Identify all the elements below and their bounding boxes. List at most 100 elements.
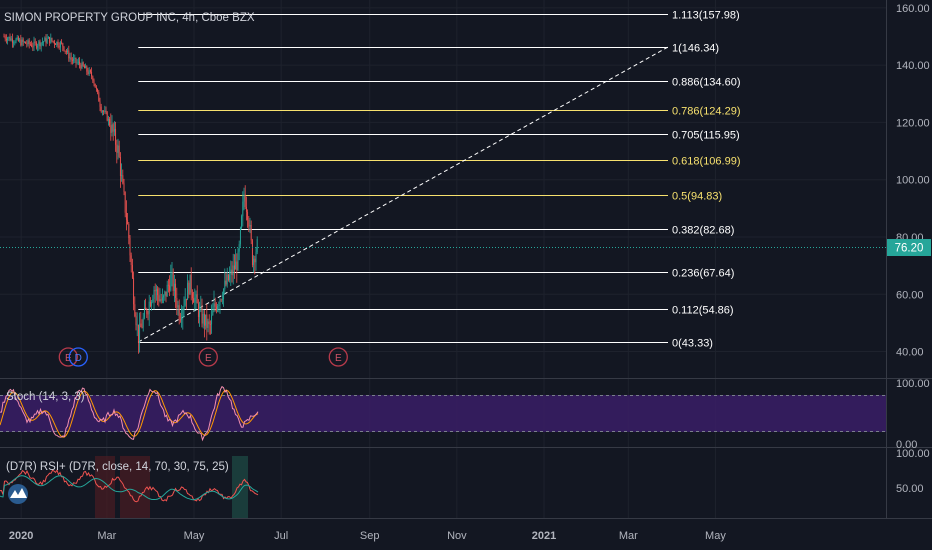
candle-body xyxy=(202,313,204,324)
candle-body xyxy=(33,41,35,47)
candle-body xyxy=(124,191,126,213)
fib-retracement[interactable]: 1.113(157.98) 1(146.34) 0.886(134.60) 0.786… xyxy=(138,10,741,350)
candle-body xyxy=(115,128,117,145)
rsi-zone xyxy=(120,456,150,518)
candle-body xyxy=(200,307,202,310)
candle-body xyxy=(17,37,19,41)
candle-body xyxy=(116,144,118,153)
candle-body xyxy=(178,305,180,320)
event-marker-circle[interactable] xyxy=(198,347,218,367)
candle-body xyxy=(237,251,239,271)
time-label: 2020 xyxy=(9,530,33,542)
candle-body xyxy=(196,294,198,304)
candle-body xyxy=(55,43,57,46)
last-price-label: 76.20 xyxy=(895,243,924,255)
candle-body xyxy=(16,37,18,40)
candle-body xyxy=(62,43,64,47)
candle-body xyxy=(11,38,13,43)
candle-body xyxy=(46,38,48,43)
candle-body xyxy=(140,323,142,328)
candle-body xyxy=(208,321,210,325)
candle-body xyxy=(233,265,235,270)
candle-body xyxy=(158,295,160,302)
candle-body xyxy=(187,282,189,300)
candle-body xyxy=(5,38,7,41)
candle-body xyxy=(35,42,37,48)
candle-body xyxy=(13,42,15,44)
candle-body xyxy=(9,36,11,41)
stoch-d-line xyxy=(0,389,259,438)
candle-body xyxy=(137,324,139,343)
candle-body xyxy=(213,303,215,311)
price-axis[interactable] xyxy=(886,0,932,518)
price-tick: 140.00 xyxy=(896,60,930,72)
candle-body xyxy=(214,303,216,307)
candle-body xyxy=(193,298,195,303)
candle-body xyxy=(71,59,73,61)
price-tick: 40.00 xyxy=(896,347,924,359)
time-label: Mar xyxy=(619,530,638,542)
fib-level-label: 0.886(134.60) xyxy=(672,77,741,89)
candle-body xyxy=(165,291,167,297)
candle-body xyxy=(248,219,250,227)
event-marker-label: D xyxy=(75,353,82,364)
candle-body xyxy=(238,244,240,252)
fib-trend-line[interactable] xyxy=(138,46,669,343)
event-marker-label: E xyxy=(205,353,212,364)
candle-body xyxy=(51,37,53,41)
candle-body xyxy=(172,272,174,291)
candle-body xyxy=(53,41,55,44)
time-axis-labels: 2020 Mar May Jul Sep Nov 2021 Mar May xyxy=(9,530,726,542)
time-label: 2021 xyxy=(532,530,556,542)
candle-body xyxy=(215,306,217,311)
candle-body xyxy=(88,70,90,75)
candle-body xyxy=(23,41,25,43)
event-marker-circle[interactable] xyxy=(58,347,78,367)
stoch-lines xyxy=(0,385,259,442)
candle-body xyxy=(68,50,70,59)
candle-body xyxy=(152,299,154,302)
fib-level-label: 0.705(115.95) xyxy=(672,130,740,142)
candle-body xyxy=(81,62,83,69)
candle-body xyxy=(52,40,54,42)
stoch-tick-100: 100.00 xyxy=(896,378,930,390)
candle-body xyxy=(69,57,71,59)
candle-body xyxy=(205,314,207,326)
candle-body xyxy=(191,292,193,299)
candle-body xyxy=(182,309,184,318)
candle-body xyxy=(122,175,124,184)
candle-body xyxy=(225,280,227,285)
candle-body xyxy=(10,38,12,41)
candle-body xyxy=(176,297,178,308)
candle-body xyxy=(250,224,252,241)
event-marker-circle[interactable] xyxy=(328,347,348,367)
candle-body xyxy=(87,71,89,75)
time-axis[interactable] xyxy=(0,518,932,550)
fib-level-label: 0(43.33) xyxy=(672,338,713,350)
rsi-tick-100: 100.00 xyxy=(896,448,930,460)
candle-body xyxy=(85,66,87,69)
candle-body xyxy=(125,212,127,220)
candle-body xyxy=(219,299,221,306)
candle-body xyxy=(239,227,241,245)
candle-body xyxy=(245,207,247,212)
candle-body xyxy=(40,42,42,47)
price-tick: 60.00 xyxy=(896,289,924,301)
candle-body xyxy=(130,255,132,266)
stoch-k-line xyxy=(0,385,259,442)
rsi-lines xyxy=(0,469,259,503)
candle-body xyxy=(49,36,51,44)
candle-body xyxy=(221,299,223,301)
candle-body xyxy=(188,282,190,295)
candle-body xyxy=(175,283,177,298)
main-pane[interactable] xyxy=(0,0,886,378)
candle-body xyxy=(103,111,105,112)
candle-body xyxy=(59,42,61,48)
event-marker-circle[interactable] xyxy=(68,347,88,367)
candle-body xyxy=(163,295,165,298)
rsi-signal-line xyxy=(0,475,259,501)
candle-body xyxy=(207,321,209,328)
candle-body xyxy=(45,37,47,43)
candle-body xyxy=(74,57,76,59)
